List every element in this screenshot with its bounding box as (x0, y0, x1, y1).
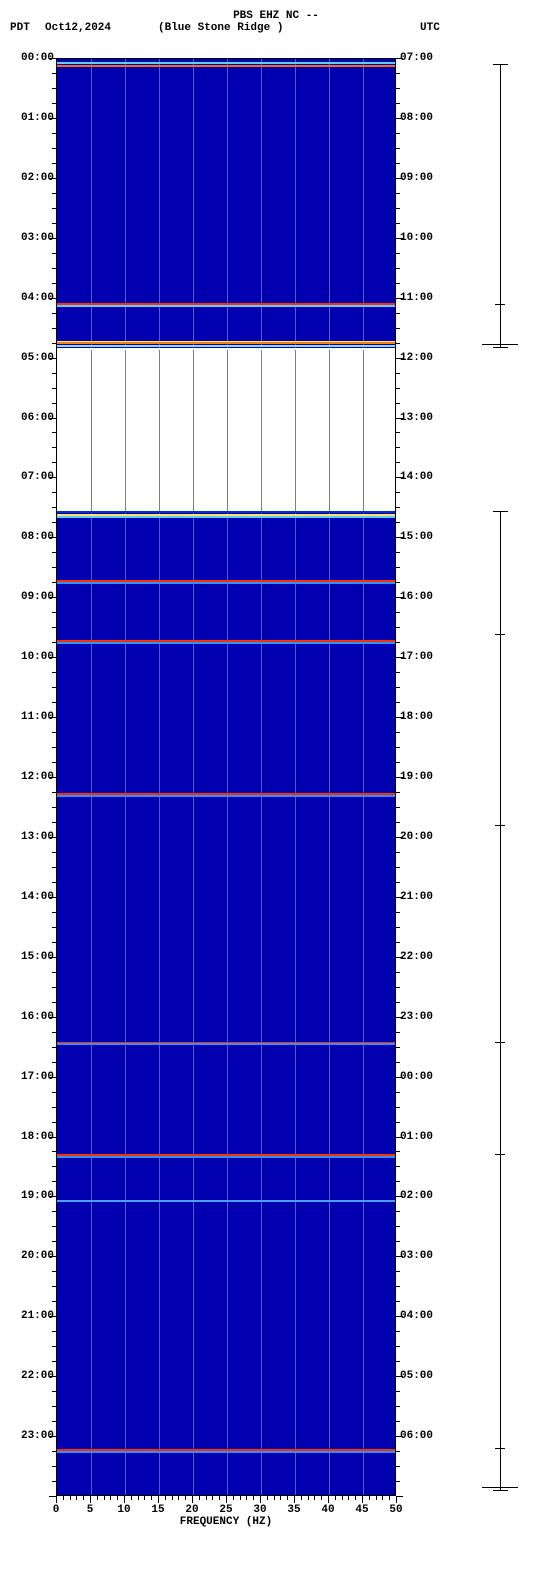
y-tick-label-left: 05:00 (4, 352, 54, 364)
chart-title: PBS EHZ NC -- (0, 10, 552, 22)
gridline-vertical (363, 59, 364, 1495)
gridline-vertical (227, 59, 228, 1495)
y-tick-label-right: 06:00 (400, 1430, 450, 1442)
y-tick-label-right: 07:00 (400, 52, 450, 64)
y-tick-label-right: 16:00 (400, 591, 450, 603)
gridline-vertical (261, 59, 262, 1495)
y-tick-label-left: 13:00 (4, 831, 54, 843)
spectrogram-region (57, 350, 395, 512)
y-tick-label-right: 08:00 (400, 112, 450, 124)
scale-mark (495, 1154, 505, 1155)
scale-mark (495, 634, 505, 635)
spectral-band (57, 1043, 395, 1045)
spectral-band (57, 348, 395, 350)
y-tick-label-right: 22:00 (400, 951, 450, 963)
y-tick-label-right: 19:00 (400, 771, 450, 783)
spectral-band (57, 342, 395, 344)
y-tick-label-right: 21:00 (400, 891, 450, 903)
y-tick-label-right: 23:00 (400, 1011, 450, 1023)
y-tick-label-right: 02:00 (400, 1190, 450, 1202)
y-tick-label-left: 16:00 (4, 1011, 54, 1023)
spectral-band (57, 62, 395, 64)
y-tick-label-right: 00:00 (400, 1071, 450, 1083)
y-tick-label-left: 14:00 (4, 891, 54, 903)
x-tick-label: 45 (352, 1504, 372, 1516)
spectral-band (57, 582, 395, 584)
y-tick-label-left: 20:00 (4, 1250, 54, 1262)
x-tick-label: 10 (114, 1504, 134, 1516)
y-tick-label-left: 11:00 (4, 711, 54, 723)
scale-mark (495, 825, 505, 826)
spectral-band (57, 795, 395, 797)
y-tick-label-left: 17:00 (4, 1071, 54, 1083)
chart-subtitle: (Blue Stone Ridge ) (158, 22, 283, 34)
y-tick-label-right: 13:00 (400, 412, 450, 424)
y-tick-label-left: 09:00 (4, 591, 54, 603)
y-tick-label-left: 06:00 (4, 412, 54, 424)
y-tick-label-right: 15:00 (400, 531, 450, 543)
y-tick-label-left: 19:00 (4, 1190, 54, 1202)
y-tick-label-left: 12:00 (4, 771, 54, 783)
gridline-vertical (295, 59, 296, 1495)
spectral-band (57, 516, 395, 518)
y-tick-label-right: 09:00 (400, 172, 450, 184)
y-tick-label-left: 08:00 (4, 531, 54, 543)
y-tick-label-right: 17:00 (400, 651, 450, 663)
y-tick-label-left: 01:00 (4, 112, 54, 124)
gridline-vertical (91, 59, 92, 1495)
x-tick-label: 20 (182, 1504, 202, 1516)
x-tick-label: 40 (318, 1504, 338, 1516)
y-tick-label-left: 21:00 (4, 1310, 54, 1322)
x-axis-title: FREQUENCY (HZ) (56, 1516, 396, 1528)
y-tick-label-left: 07:00 (4, 471, 54, 483)
gridline-vertical (329, 59, 330, 1495)
scale-mark (495, 304, 505, 305)
scale-bar (500, 511, 501, 1490)
spectral-band (57, 65, 395, 67)
x-tick-label: 5 (80, 1504, 100, 1516)
gridline-vertical (193, 59, 194, 1495)
y-tick-label-right: 10:00 (400, 232, 450, 244)
spectral-band (57, 305, 395, 307)
y-tick-label-left: 18:00 (4, 1131, 54, 1143)
spectral-band (57, 1200, 395, 1202)
y-tick-label-left: 15:00 (4, 951, 54, 963)
y-tick-label-right: 03:00 (400, 1250, 450, 1262)
tz-right-label: UTC (420, 22, 440, 34)
gridline-vertical (159, 59, 160, 1495)
y-tick-label-right: 20:00 (400, 831, 450, 843)
y-tick-label-left: 00:00 (4, 52, 54, 64)
x-tick-label: 50 (386, 1504, 406, 1516)
y-tick-label-left: 10:00 (4, 651, 54, 663)
y-tick-label-left: 23:00 (4, 1430, 54, 1442)
y-tick-label-right: 05:00 (400, 1370, 450, 1382)
tz-left-label: PDT (10, 22, 30, 34)
spectral-band (57, 642, 395, 644)
x-tick-label: 25 (216, 1504, 236, 1516)
spectrogram-region (57, 511, 395, 1496)
y-tick-label-right: 04:00 (400, 1310, 450, 1322)
y-tick-label-left: 03:00 (4, 232, 54, 244)
y-tick-label-left: 04:00 (4, 292, 54, 304)
y-tick-label-right: 12:00 (400, 352, 450, 364)
x-tick-label: 15 (148, 1504, 168, 1516)
spectral-band (57, 1156, 395, 1158)
y-tick-label-right: 14:00 (400, 471, 450, 483)
date-label: Oct12,2024 (45, 22, 111, 34)
gridline-vertical (125, 59, 126, 1495)
y-tick-label-right: 18:00 (400, 711, 450, 723)
y-tick-label-right: 11:00 (400, 292, 450, 304)
y-tick-label-right: 01:00 (400, 1131, 450, 1143)
y-tick-label-left: 02:00 (4, 172, 54, 184)
x-tick-label: 30 (250, 1504, 270, 1516)
chart-header: PBS EHZ NC -- (0, 10, 552, 22)
spectrogram-plot (56, 58, 396, 1496)
scale-mark (495, 1042, 505, 1043)
spectral-band (57, 511, 395, 513)
scale-mark (495, 1448, 505, 1449)
x-tick-label: 35 (284, 1504, 304, 1516)
spectral-band (57, 1451, 395, 1453)
x-tick-label: 0 (46, 1504, 66, 1516)
y-tick-label-left: 22:00 (4, 1370, 54, 1382)
